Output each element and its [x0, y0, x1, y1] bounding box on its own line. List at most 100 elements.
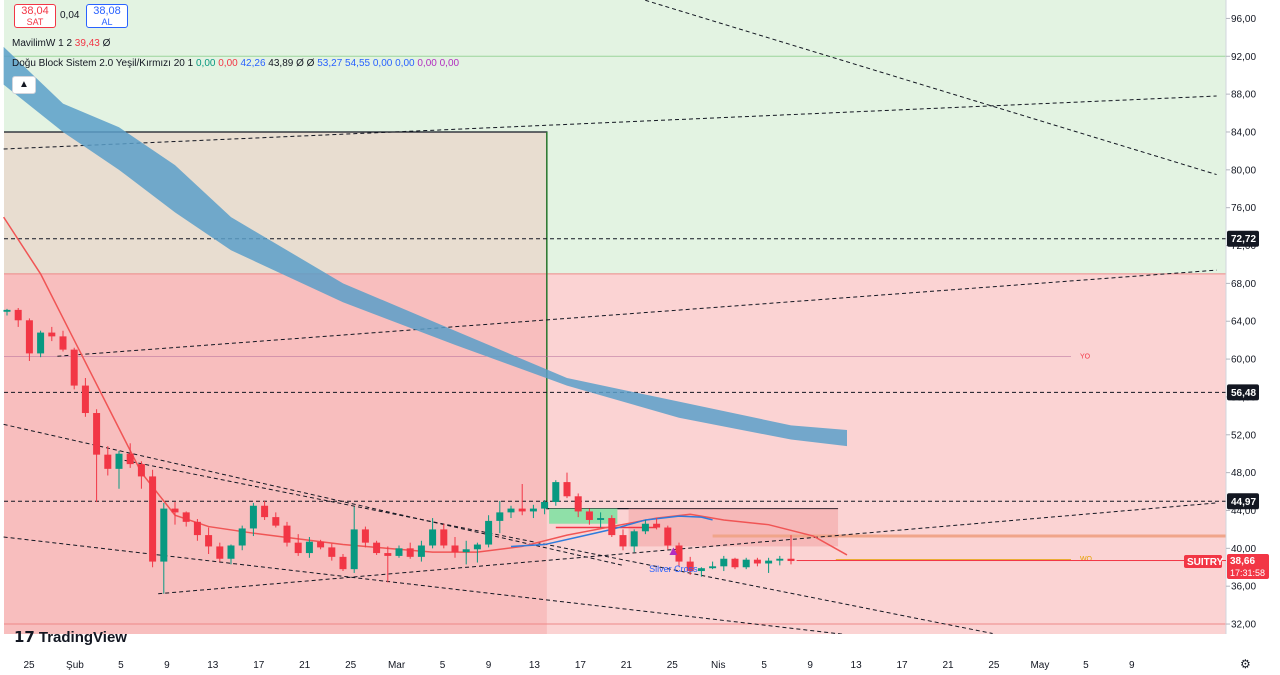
x-tick-label: 5 [1083, 660, 1089, 671]
x-tick-label: 21 [621, 660, 633, 671]
block-red-zone [4, 273, 547, 634]
y-tick-label: 60,00 [1231, 355, 1256, 366]
candle-body [81, 385, 89, 414]
candle-body [608, 518, 616, 536]
candle-body [227, 545, 235, 559]
candle-body [451, 545, 459, 553]
sell-price-box[interactable]: 38,04 SAT [14, 4, 56, 28]
candle-body [496, 512, 504, 521]
x-tick-label: 17 [896, 660, 908, 671]
x-tick-label: 5 [118, 660, 124, 671]
candle-body [182, 512, 190, 522]
y-tick-label: 80,00 [1231, 165, 1256, 176]
candle-body [171, 508, 179, 513]
candle-body [48, 332, 56, 337]
x-tick-label: 21 [942, 660, 954, 671]
candle-body [653, 523, 661, 528]
candle-body [395, 548, 403, 556]
candle-body [585, 511, 593, 520]
candle-body [641, 523, 649, 532]
level-price-badge [1227, 493, 1259, 510]
trend-line [124, 459, 993, 634]
candle-body [373, 542, 381, 554]
symbol-label: SUITRY [1187, 557, 1224, 568]
trend-line [642, 0, 1217, 176]
trend-line [57, 269, 1217, 357]
candle-body [205, 535, 213, 547]
collapse-legend-button[interactable]: ▲ [12, 76, 36, 94]
green-block [549, 508, 618, 524]
candle-body [317, 541, 325, 548]
candle-body [518, 508, 526, 512]
indicator-value: 53,27 [317, 58, 343, 69]
sell-label: SAT [26, 17, 44, 27]
x-tick-label: 17 [575, 660, 587, 671]
spread-value: 0,04 [60, 10, 80, 21]
gear-icon[interactable]: ⚙ [1240, 657, 1251, 671]
candle-body [709, 566, 717, 569]
x-tick-label: Şub [66, 660, 84, 671]
x-tick-label: 9 [164, 660, 170, 671]
candle-body [149, 476, 157, 562]
candle-body [70, 349, 78, 386]
x-tick-label: 9 [486, 660, 492, 671]
indicator-legend-dogu-block[interactable]: Doğu Block Sistem 2.0 Yeşil/Kırmızı 20 1… [12, 58, 459, 69]
candle-body [462, 549, 470, 553]
candle-body [193, 521, 201, 536]
candle-body [619, 535, 627, 547]
last-price-badge [1227, 554, 1269, 580]
candle-body [776, 558, 784, 561]
trend-line [3, 95, 1217, 150]
candle-body [563, 482, 571, 497]
short-moving-average-line [510, 515, 713, 548]
candle-body [216, 546, 224, 559]
indicator-legend-mavilimw[interactable]: MavilimW 1 2 39,43 Ø [12, 38, 110, 49]
buy-price-box[interactable]: 38,08 AL [86, 4, 128, 28]
y-tick-label: 68,00 [1231, 279, 1256, 290]
indicator-value: 43,89 [268, 58, 294, 69]
indicator-value: Ø [306, 58, 315, 69]
last-price-line [796, 560, 1226, 562]
x-tick-label: Mar [388, 660, 406, 671]
candle-body [305, 541, 313, 554]
indicator-value: 54,55 [345, 58, 371, 69]
candle-body [529, 508, 537, 512]
x-tick-label: 25 [667, 660, 679, 671]
level-price-badge [1227, 384, 1259, 401]
candle-body [37, 332, 45, 354]
candle-body [485, 520, 493, 545]
candle-body [93, 413, 101, 455]
indicator-value: 42,26 [240, 58, 266, 69]
x-tick-label: 21 [299, 660, 311, 671]
candle-body [350, 529, 358, 570]
candle-body [14, 309, 22, 321]
candle-body [59, 336, 67, 350]
candle-body [328, 547, 336, 557]
x-tick-label: May [1030, 660, 1049, 671]
candle-body [283, 525, 291, 543]
y-tick-label: 48,00 [1231, 468, 1256, 479]
level-price-label: 72,72 [1231, 234, 1256, 245]
candle-body [126, 453, 134, 465]
trend-line [3, 423, 624, 566]
candle-body [261, 505, 269, 518]
red-block [628, 508, 839, 547]
candle-body [597, 518, 605, 520]
candle-body [697, 568, 705, 572]
candle-body [473, 544, 481, 550]
indicator-value: 0,00 [439, 58, 460, 69]
indicator-value: 0,00 [395, 58, 415, 69]
tradingview-logo[interactable]: 17 TradingView [14, 628, 127, 646]
silver-cross-label: Silver Cross [649, 564, 698, 574]
candle-body [137, 464, 145, 477]
candle-body [115, 453, 123, 469]
candle-body [664, 527, 672, 546]
x-tick-label: 9 [807, 660, 813, 671]
y-tick-label: 64,00 [1231, 317, 1256, 328]
level-price-label: 44,97 [1231, 497, 1256, 508]
y-tick-label: 36,00 [1231, 582, 1256, 593]
y-tick-label: 52,00 [1231, 430, 1256, 441]
yo-label: YO [1080, 353, 1091, 360]
indicator-value: 0,00 [372, 58, 393, 69]
